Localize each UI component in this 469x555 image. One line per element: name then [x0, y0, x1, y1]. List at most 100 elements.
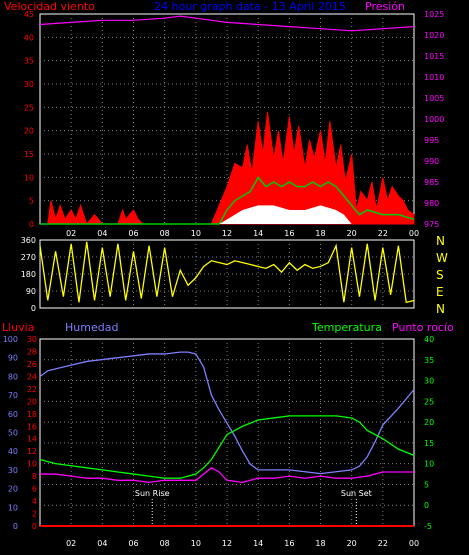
- tick-label: 15: [24, 150, 34, 159]
- chart-title: 24 hour graph data - 13 April 2015: [154, 0, 346, 13]
- humidity-series: [39, 351, 415, 475]
- tick-label: 10: [27, 460, 37, 469]
- tick-label: 20: [347, 229, 357, 238]
- tick-label: 06: [128, 229, 138, 238]
- wind-speed-tick-labels: 0 5 10 15 20 25 30 35 40 45: [24, 10, 34, 229]
- tick-label: 16: [284, 229, 294, 238]
- tick-label: 0: [424, 501, 429, 510]
- wind-panel-x-tick-labels: 02 04 06 08 10 12 14 16 18 20 22 00: [66, 229, 419, 238]
- tick-label: 10: [191, 229, 201, 238]
- sun-marker-label: Sun Set: [341, 489, 372, 498]
- tick-label: 22: [378, 229, 388, 238]
- tick-label: 04: [97, 229, 107, 238]
- tick-label: 360: [21, 236, 36, 245]
- tick-label: 06: [128, 539, 138, 548]
- tick-label: 8: [32, 472, 37, 481]
- tick-label: 10: [191, 539, 201, 548]
- direction-panel-grid: [40, 240, 414, 308]
- tick-label: 985: [424, 178, 439, 187]
- tick-label: 270: [21, 253, 36, 262]
- tick-label: 04: [97, 539, 107, 548]
- tick-label: 1005: [424, 94, 444, 103]
- tick-label: 25: [24, 103, 34, 112]
- tick-label: 14: [253, 229, 263, 238]
- tick-label: 1020: [424, 31, 444, 40]
- tick-label: 15: [424, 439, 434, 448]
- sun-marker-label: Sun Rise: [135, 489, 170, 498]
- tick-label: 45: [24, 10, 34, 19]
- tick-label: 18: [315, 539, 325, 548]
- compass-label: W: [436, 251, 448, 265]
- wind-speed-axis-label: Velocidad viento: [4, 0, 95, 13]
- tick-label: 12: [222, 229, 232, 238]
- tick-label: 02: [66, 229, 76, 238]
- tick-label: 16: [27, 422, 37, 431]
- humidity-axis-label: Humedad: [65, 321, 118, 334]
- tick-label: 16: [284, 539, 294, 548]
- pressure-series: [39, 15, 415, 32]
- tick-label: 12: [27, 447, 37, 456]
- tick-label: 90: [8, 354, 18, 363]
- tick-label: 30: [24, 80, 34, 89]
- tick-label: 08: [160, 539, 170, 548]
- tick-label: 20: [424, 418, 434, 427]
- tick-label: 26: [27, 360, 37, 369]
- pressure-tick-labels: 975 980 985 990 995 1000 1005 1010 1015 1020 1025: [424, 10, 444, 229]
- tick-label: 1015: [424, 52, 444, 61]
- tick-label: 14: [27, 435, 37, 444]
- wind-minimum-series: [40, 205, 414, 224]
- tick-label: 20: [347, 539, 357, 548]
- tick-label: 995: [424, 136, 439, 145]
- tick-label: 40: [424, 335, 434, 344]
- tick-label: 6: [32, 485, 37, 494]
- tick-label: 20: [27, 397, 37, 406]
- tick-label: 1000: [424, 115, 444, 124]
- direction-degree-tick-labels: 0 90 180 270 360: [21, 236, 36, 313]
- tick-label: 35: [424, 356, 434, 365]
- temperature-axis-label: Temperatura: [311, 321, 382, 334]
- tick-label: 20: [8, 485, 18, 494]
- tick-label: 00: [409, 229, 419, 238]
- tick-label: 0: [13, 522, 18, 531]
- sun-markers: Sun Rise Sun Set: [135, 489, 372, 526]
- tick-label: 10: [424, 460, 434, 469]
- tick-label: 5: [29, 197, 34, 206]
- compass-label: N: [436, 302, 445, 316]
- humidity-tick-labels: 0 10 20 30 40 50 60 70 80 90 100: [3, 335, 18, 531]
- temperature-series: [39, 415, 415, 479]
- tick-label: 60: [8, 410, 18, 419]
- tick-label: 24: [27, 372, 37, 381]
- tick-label: 22: [27, 385, 37, 394]
- tick-label: 12: [222, 539, 232, 548]
- tick-label: 180: [21, 270, 36, 279]
- dewpoint-series: [40, 467, 414, 484]
- tick-label: 5: [424, 480, 429, 489]
- tick-label: 0: [29, 220, 34, 229]
- tick-label: 10: [24, 173, 34, 182]
- tick-label: 2: [32, 510, 37, 519]
- tick-label: -5: [424, 522, 432, 531]
- tick-label: 30: [27, 335, 37, 344]
- humidity-temperature-panel: Lluvia Humedad Temperatura Punto rocío 0…: [2, 321, 454, 548]
- tick-label: 28: [27, 347, 37, 356]
- compass-label: S: [436, 268, 444, 282]
- direction-panel-series: [39, 241, 415, 304]
- tick-label: 980: [424, 199, 439, 208]
- tick-label: 90: [26, 287, 36, 296]
- wind-gust-series: [40, 111, 415, 226]
- tick-label: 22: [378, 539, 388, 548]
- tick-label: 35: [24, 57, 34, 66]
- tick-label: 40: [8, 447, 18, 456]
- tick-label: 100: [3, 335, 18, 344]
- tick-label: 08: [160, 229, 170, 238]
- wind-direction-series: [39, 241, 415, 304]
- tick-label: 50: [8, 429, 18, 438]
- tick-label: 4: [32, 497, 37, 506]
- tick-label: 990: [424, 157, 439, 166]
- humidity-panel-series: [39, 351, 415, 527]
- dewpoint-axis-label: Punto rocío: [392, 321, 454, 334]
- tick-label: 80: [8, 372, 18, 381]
